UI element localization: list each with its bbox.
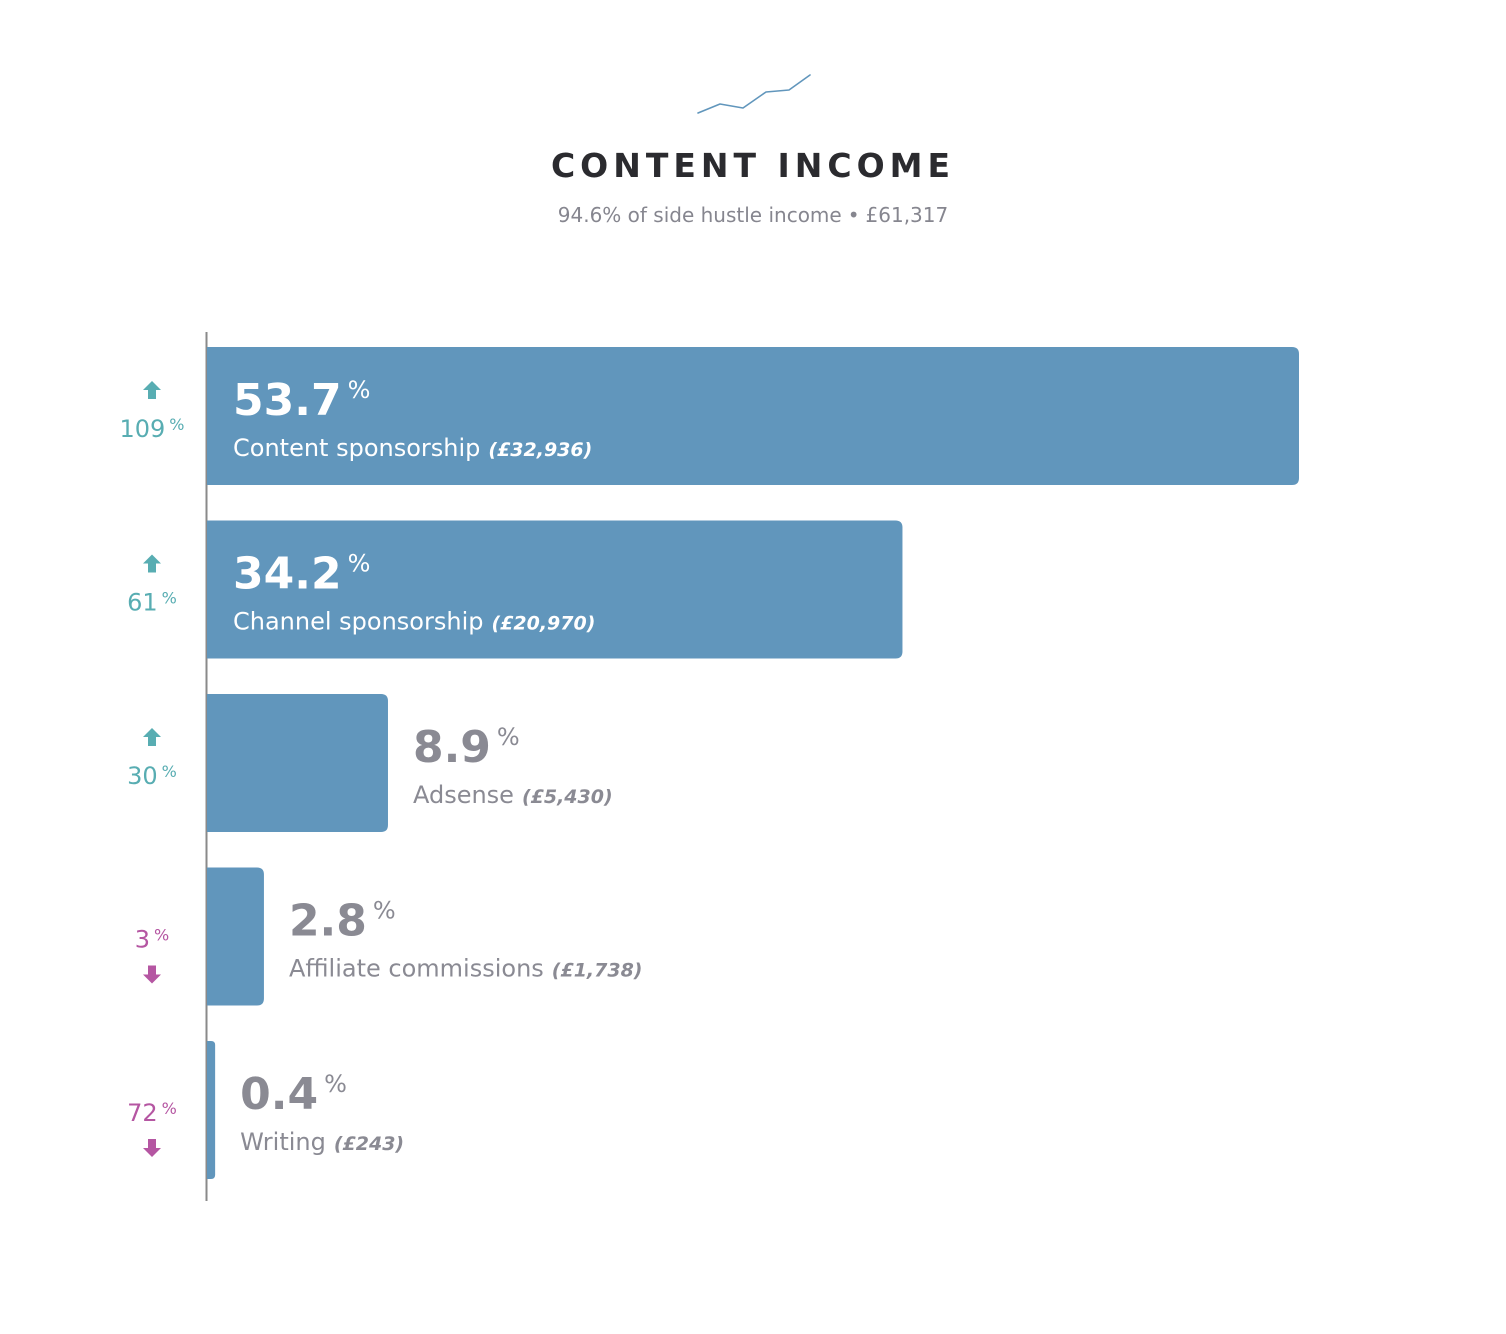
change-value-affiliate-commissions: 3 [135,926,150,954]
change-unit-channel-sponsorship: % [162,589,177,608]
value-unit-content-sponsorship: % [348,376,371,404]
arrow-up-icon [143,381,161,399]
amount-label-content-sponsorship: (£32,936) [488,439,592,461]
change-unit-content-sponsorship: % [169,415,184,434]
bar-channel-sponsorship [207,520,903,659]
subtitle-separator: • [847,203,860,227]
category-label-content-sponsorship: Content sponsorship [233,434,480,462]
arrow-down-icon [143,1139,161,1157]
category-label-adsense: Adsense [413,781,514,809]
change-unit-writing: % [162,1099,177,1118]
chart-subtitle: 94.6% of side hustle income • £61,317 [0,203,1506,227]
amount-label-writing: (£243) [334,1133,404,1155]
change-value-channel-sponsorship: 61 [127,589,158,617]
amount-label-channel-sponsorship: (£20,970) [491,613,595,635]
value-unit-adsense: % [497,723,520,751]
value-unit-affiliate-commissions: % [373,897,396,925]
change-unit-adsense: % [162,762,177,781]
category-label-writing: Writing [240,1128,326,1156]
arrow-down-icon [143,965,161,984]
amount-label-adsense: (£5,430) [522,786,613,808]
subtitle-share: 94.6% of side hustle income [557,203,842,227]
category-label-affiliate-commissions: Affiliate commissions [289,955,544,983]
subtitle-total: £61,317 [865,203,949,227]
change-value-adsense: 30 [127,762,158,790]
amount-label-affiliate-commissions: (£1,738) [552,960,643,982]
category-label-channel-sponsorship: Channel sponsorship [233,608,483,636]
value-label-affiliate-commissions: 2.8 [289,896,367,947]
value-unit-writing: % [324,1070,347,1098]
value-label-content-sponsorship: 53.7 [233,375,342,426]
bar-adsense [207,694,388,832]
bar-writing [207,1041,216,1179]
trend-line-icon [697,74,811,114]
value-unit-channel-sponsorship: % [348,550,371,578]
arrow-up-icon [143,728,161,746]
chart-title: CONTENT INCOME [550,146,956,185]
value-label-adsense: 8.9 [413,722,491,773]
arrow-up-icon [143,554,161,573]
value-label-channel-sponsorship: 34.2 [233,549,342,600]
bar-affiliate-commissions [207,867,264,1006]
value-label-writing: 0.4 [240,1069,318,1120]
change-value-content-sponsorship: 109 [119,415,165,443]
change-value-writing: 72 [127,1099,158,1127]
bar-content-sponsorship [207,347,1299,485]
change-unit-affiliate-commissions: % [154,926,169,945]
